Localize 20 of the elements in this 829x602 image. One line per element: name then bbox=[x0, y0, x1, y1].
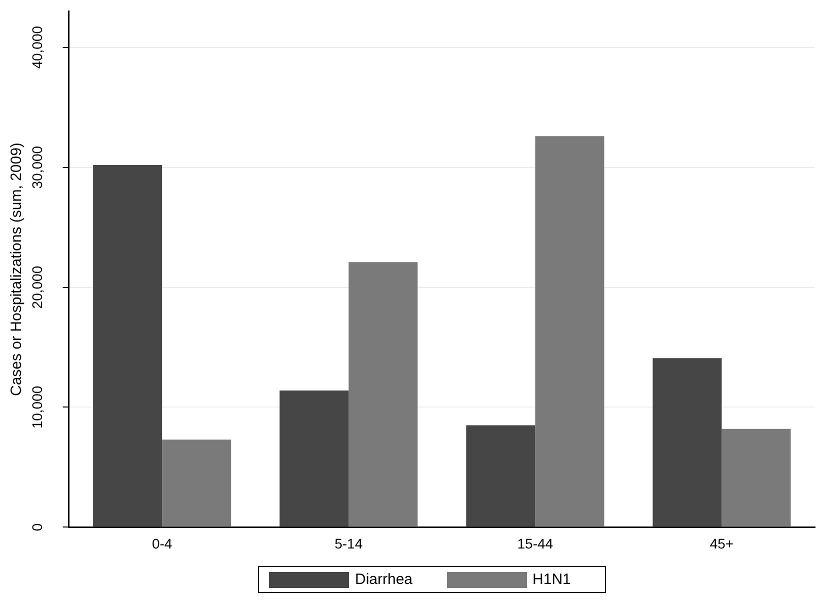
bar bbox=[535, 136, 604, 527]
bar bbox=[722, 428, 791, 527]
x-tick-label: 0-4 bbox=[152, 535, 172, 552]
bar bbox=[162, 440, 232, 527]
bar bbox=[466, 425, 536, 527]
text: Diarrhea bbox=[355, 571, 413, 588]
y-axis-title: Cases or Hospitalizations (sum, 2009) bbox=[8, 142, 26, 396]
x-tick-label: 5-14 bbox=[334, 535, 363, 552]
bar bbox=[652, 358, 722, 527]
x-tick-label: 45+ bbox=[710, 535, 734, 552]
y-tick-label: 40,000 bbox=[29, 26, 46, 69]
y-tick-label: 10,000 bbox=[29, 386, 46, 429]
y-tick-label: 0 bbox=[29, 523, 46, 532]
bar bbox=[93, 164, 162, 527]
bar bbox=[280, 390, 349, 527]
y-tick-label: 20,000 bbox=[29, 266, 46, 309]
bar bbox=[348, 262, 418, 527]
text: H1N1 bbox=[532, 571, 571, 588]
y-tick-label: 30,000 bbox=[29, 146, 46, 189]
x-tick-label: 15-44 bbox=[517, 535, 554, 552]
